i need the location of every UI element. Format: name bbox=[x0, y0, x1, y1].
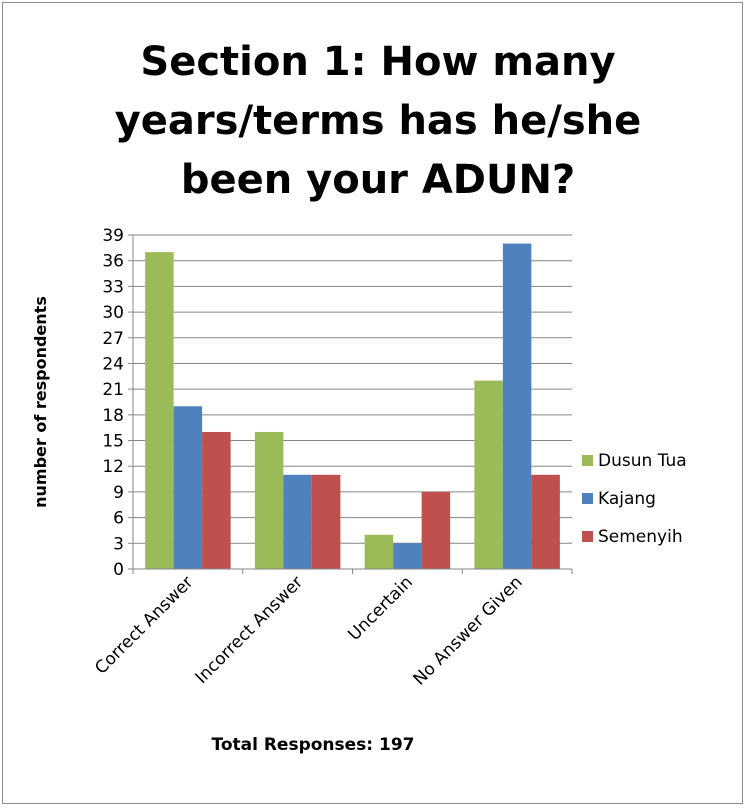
bar bbox=[254, 431, 284, 569]
legend-label: Semenyih bbox=[598, 527, 683, 547]
y-tick-label: 21 bbox=[102, 380, 124, 400]
bar bbox=[283, 474, 312, 569]
y-tick-label: 9 bbox=[113, 483, 124, 503]
legend-label: Kajang bbox=[598, 489, 656, 509]
bar bbox=[173, 406, 203, 569]
x-tick-label: Correct Answer bbox=[91, 572, 197, 678]
bar bbox=[311, 474, 341, 569]
bar bbox=[421, 491, 451, 569]
y-tick-label: 12 bbox=[102, 457, 124, 477]
bar bbox=[145, 252, 174, 569]
bar bbox=[502, 243, 532, 570]
y-tick-label: 33 bbox=[102, 277, 124, 297]
bar bbox=[474, 380, 503, 569]
y-axis-title: number of respondents bbox=[31, 296, 50, 508]
x-tick-label: Incorrect Answer bbox=[192, 572, 308, 688]
y-tick-label: 0 bbox=[113, 560, 124, 580]
y-tick-label: 3 bbox=[113, 534, 124, 554]
x-tick-label: No Answer Given bbox=[409, 572, 526, 689]
y-tick-label: 30 bbox=[102, 303, 124, 323]
y-tick-label: 39 bbox=[102, 226, 124, 246]
bar bbox=[364, 534, 394, 569]
bar bbox=[531, 474, 560, 569]
legend-swatch bbox=[582, 493, 593, 504]
legend-label: Dusun Tua bbox=[598, 451, 687, 471]
y-tick-label: 15 bbox=[102, 432, 124, 452]
chart-title: Section 1: How many years/terms has he/s… bbox=[114, 39, 642, 203]
legend-swatch bbox=[582, 531, 593, 542]
x-tick-label: Uncertain bbox=[344, 572, 417, 645]
y-tick-label: 6 bbox=[113, 509, 124, 529]
bar bbox=[202, 431, 231, 569]
y-tick-label: 18 bbox=[102, 406, 124, 426]
y-tick-label: 36 bbox=[102, 252, 124, 272]
x-axis-title: Total Responses: 197 bbox=[211, 735, 415, 755]
bar bbox=[393, 543, 422, 569]
y-tick-label: 24 bbox=[102, 354, 124, 374]
legend-swatch bbox=[582, 455, 593, 466]
y-tick-label: 27 bbox=[102, 329, 124, 349]
